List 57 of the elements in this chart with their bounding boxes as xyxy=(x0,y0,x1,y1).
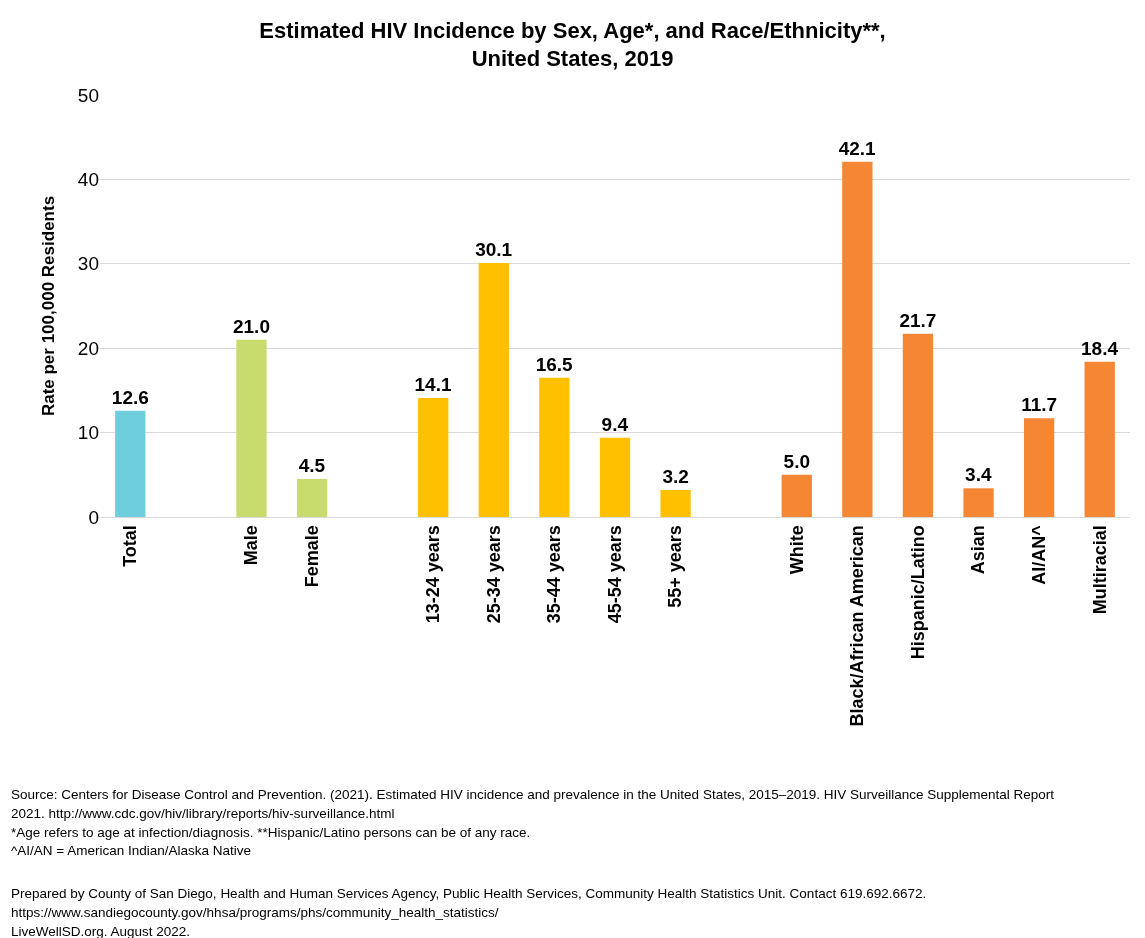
y-axis-title: Rate per 100,000 Residents xyxy=(39,195,59,417)
y-tick-label: 30 xyxy=(77,253,99,275)
x-tick-label: 55+ years xyxy=(665,525,686,608)
text: Prepared by County of San Diego, Health and Human Services Agency, Public Health Services, Community Health Statistics Unit. Contact 619.692.6672. xyxy=(11,886,927,901)
y-tick-label: 0 xyxy=(88,506,99,528)
bar xyxy=(781,474,812,517)
data-label: 14.1 xyxy=(414,374,452,395)
bar xyxy=(1084,361,1115,517)
x-tick-label: Asian xyxy=(968,525,989,575)
x-tick-label: Total xyxy=(120,525,141,567)
text: 2021. http://www.cdc.gov/hiv/library/reports/hiv-surveillance.html xyxy=(11,806,395,821)
y-tick-label: 10 xyxy=(77,422,99,444)
x-tick-label: Hispanic/Latino xyxy=(907,525,928,660)
x-tick-label: AI/AN^ xyxy=(1028,524,1049,585)
data-label: 3.4 xyxy=(965,464,992,486)
bar xyxy=(539,377,570,517)
text: *Age refers to age at infection/diagnosis. **Hispanic/Latino persons can be of any race. xyxy=(11,825,531,840)
bar xyxy=(1023,418,1055,517)
bar xyxy=(236,339,267,517)
bar xyxy=(115,410,146,517)
x-tick-label: 13-24 years xyxy=(423,525,444,624)
data-label: 30.1 xyxy=(475,238,513,260)
data-label: 18.4 xyxy=(1081,337,1119,359)
text: LiveWellSD.org. August 2022. xyxy=(11,924,191,938)
data-label: 16.5 xyxy=(535,353,574,375)
bar xyxy=(418,398,449,517)
data-label: 3.2 xyxy=(662,465,689,487)
text: ^AI/AN = American Indian/Alaska Native xyxy=(11,843,252,858)
y-tick-label: 20 xyxy=(77,337,99,359)
x-tick-label: Female xyxy=(301,525,322,588)
bar xyxy=(599,437,631,517)
y-tick-label: 40 xyxy=(77,169,99,191)
bar xyxy=(478,262,509,517)
data-label: 11.7 xyxy=(1021,394,1058,416)
bar xyxy=(296,479,328,517)
data-label: 9.4 xyxy=(601,413,629,435)
chart-title: Estimated HIV Incidence by Sex, Age*, and Race/Ethnicity**, United States, 2019 xyxy=(259,17,886,72)
bar xyxy=(660,489,691,517)
x-tick-label: Black/African American xyxy=(847,525,868,727)
x-tick-label: 45-54 years xyxy=(604,525,625,624)
x-tick-label: Multiracial xyxy=(1089,525,1110,615)
bar xyxy=(842,161,873,517)
data-label: 12.6 xyxy=(111,386,149,408)
source-note: Source: Centers for Disease Control and Prevention. (2021). Estimated HIV incidence and prevalence in the United States, 2015–2019. HIV Surveillance Supplemental Report xyxy=(11,787,1055,802)
y-tick-label: 50 xyxy=(77,84,99,106)
bar xyxy=(963,488,994,517)
x-tick-label: White xyxy=(786,525,807,575)
x-tick-label: 35-44 years xyxy=(544,525,565,624)
bar xyxy=(902,333,934,517)
data-label: 4.5 xyxy=(298,455,326,477)
data-label: 5.0 xyxy=(783,450,810,472)
data-label: 21.7 xyxy=(899,309,937,331)
text: https://www.sandiegocounty.gov/hhsa/programs/phs/community_health_statistics/ xyxy=(11,905,499,920)
x-tick-label: 25-34 years xyxy=(483,525,504,624)
data-label: 42.1 xyxy=(838,137,877,159)
data-label: 21.0 xyxy=(232,315,270,337)
x-tick-label: Male xyxy=(241,525,262,566)
